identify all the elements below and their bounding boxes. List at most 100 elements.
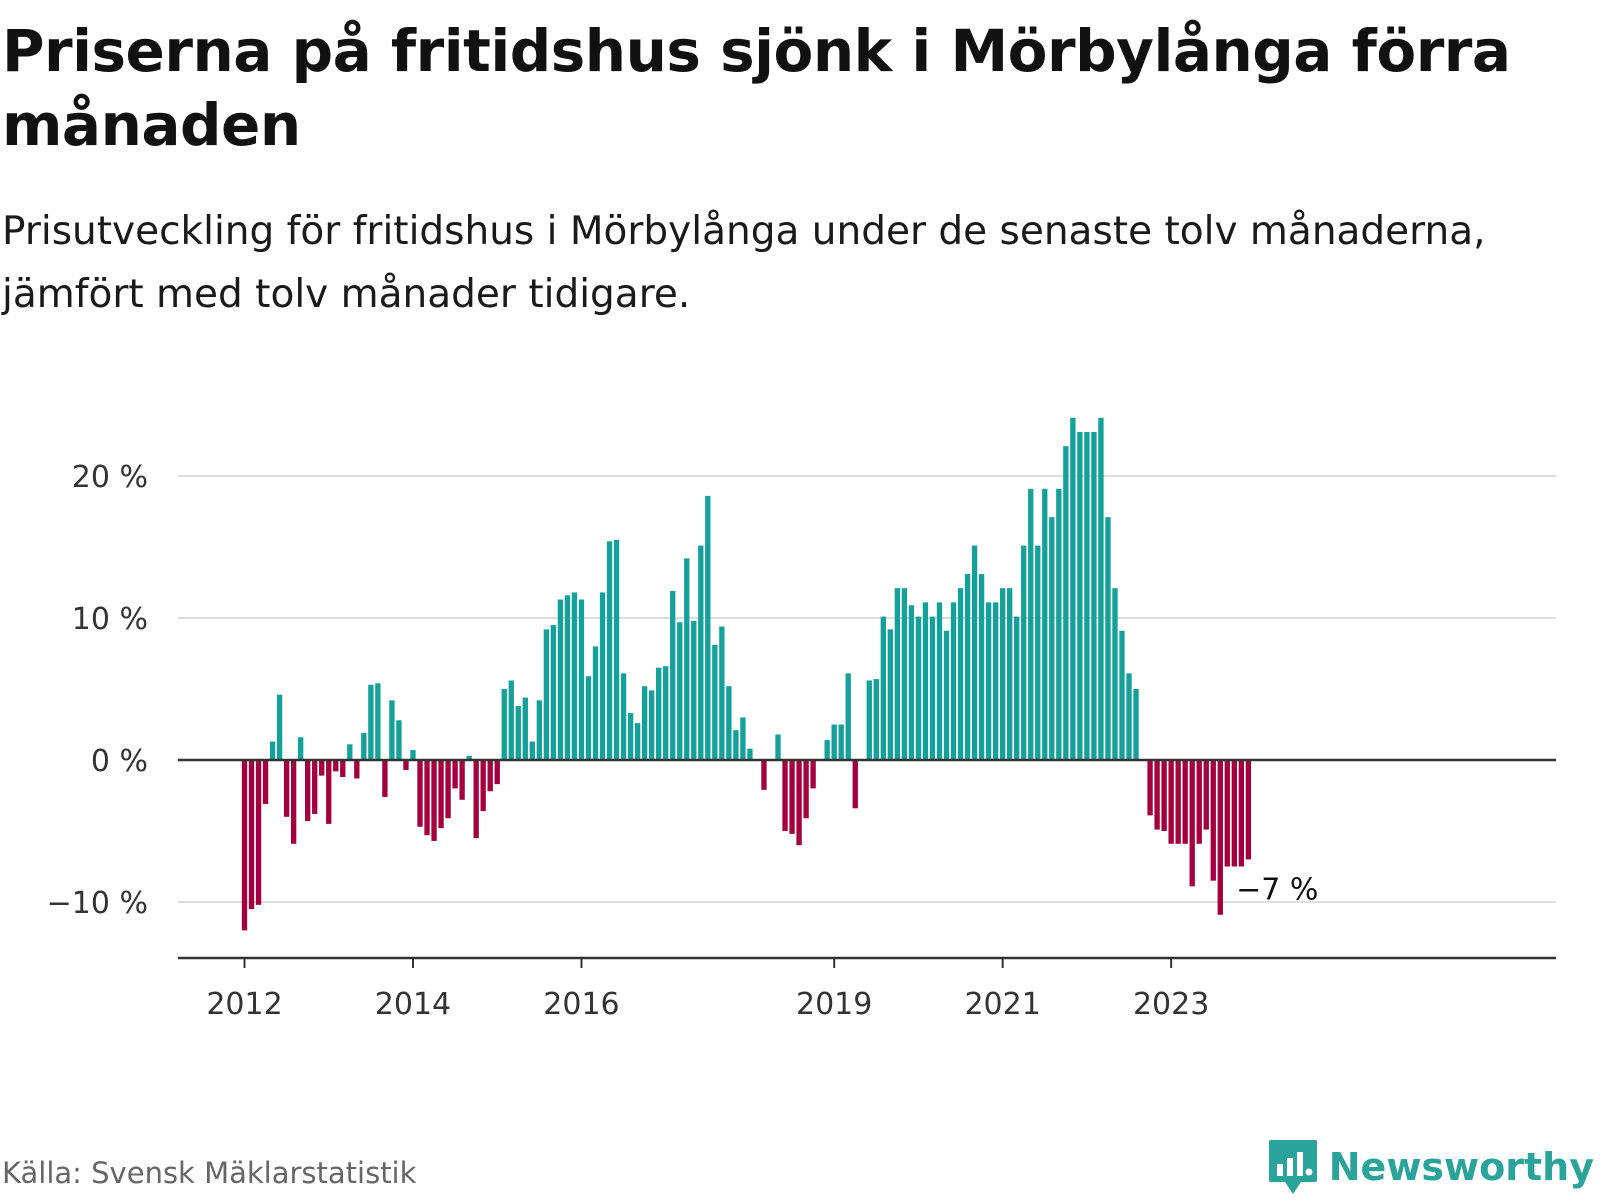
- bar: [887, 629, 893, 760]
- bar: [620, 673, 627, 760]
- source-note: Källa: Svensk Mäklarstatistik: [2, 1156, 417, 1190]
- bar: [782, 760, 788, 831]
- bar: [670, 591, 676, 760]
- bar: [571, 592, 578, 760]
- bar: [599, 592, 606, 760]
- chart-title: Priserna på fritidshus sjönk i Mörbylång…: [2, 17, 1511, 159]
- bar: [1007, 588, 1013, 760]
- bar: [1217, 760, 1223, 915]
- bar: [1035, 545, 1041, 760]
- bar: [1119, 630, 1125, 760]
- bar: [1126, 673, 1132, 760]
- bar: [831, 724, 837, 760]
- bar: [866, 680, 872, 760]
- bar: [1147, 760, 1153, 816]
- bar: [431, 760, 437, 841]
- bar: [276, 694, 283, 760]
- bar: [845, 673, 851, 760]
- bar: [438, 760, 444, 829]
- bar: [733, 730, 739, 760]
- bar: [761, 760, 767, 790]
- bar: [726, 686, 732, 760]
- bar: [550, 625, 557, 760]
- bar: [705, 495, 711, 760]
- x-tick-label: 2014: [375, 987, 451, 1022]
- bar: [936, 602, 943, 760]
- bar: [1084, 431, 1090, 760]
- bar: [445, 760, 451, 819]
- x-tick-label: 2016: [543, 987, 619, 1022]
- axes: [178, 758, 1556, 960]
- bar: [810, 760, 816, 789]
- bar: [985, 602, 992, 760]
- y-tick-label: 10 %: [72, 602, 148, 637]
- bar: [719, 626, 725, 760]
- bar: [1056, 488, 1062, 760]
- bar: [1091, 431, 1097, 760]
- chart-subtitle: Prisutveckling för fritidshus i Mörbylån…: [2, 209, 1486, 317]
- bar: [305, 760, 311, 822]
- bar: [347, 744, 353, 760]
- bar: [326, 760, 332, 824]
- bar: [543, 629, 550, 760]
- bar: [585, 676, 592, 760]
- bar: [1224, 760, 1230, 867]
- y-tick-label: 20 %: [72, 460, 148, 495]
- bar: [255, 760, 262, 905]
- bar: [340, 760, 346, 778]
- bar: [424, 760, 430, 836]
- bar: [557, 599, 564, 760]
- y-tick-label: 0 %: [91, 744, 148, 779]
- brand-logo[interactable]: Newsworthy: [1267, 1138, 1594, 1196]
- bar: [410, 750, 416, 760]
- bar: [368, 684, 374, 760]
- gridlines: [178, 475, 1556, 903]
- bar: [824, 740, 830, 760]
- bar: [1203, 760, 1209, 830]
- bar: [1154, 760, 1160, 830]
- bar: [712, 644, 718, 760]
- bar: [403, 760, 409, 770]
- bar: [269, 741, 276, 760]
- x-axis-ticks: 2012 2014 2016 2019 2021 2023: [206, 958, 1209, 1022]
- bar: [459, 760, 465, 800]
- brand-name: Newsworthy: [1328, 1145, 1594, 1189]
- bar: [508, 680, 514, 760]
- bar: [382, 760, 388, 797]
- newsworthy-logo-icon: [1268, 1140, 1317, 1194]
- bar: [389, 700, 395, 760]
- bar: [564, 595, 571, 760]
- bar: [775, 734, 781, 760]
- bar: [803, 760, 809, 819]
- bar: [1028, 488, 1034, 760]
- bar: [1161, 760, 1167, 831]
- bar: [241, 760, 248, 931]
- bar: [1014, 616, 1020, 760]
- x-tick-label: 2019: [796, 987, 872, 1022]
- bar: [1245, 760, 1252, 860]
- bar: [950, 602, 957, 760]
- bar: [964, 573, 971, 760]
- annotations: −7 %: [1236, 872, 1318, 907]
- bar: [634, 723, 641, 760]
- bar: [354, 760, 360, 779]
- bar: [796, 760, 802, 846]
- bars: [241, 417, 1252, 931]
- bar: [1000, 588, 1006, 760]
- bar: [691, 620, 697, 760]
- bar: [487, 760, 493, 792]
- bar: [684, 558, 690, 760]
- bar: [1070, 417, 1076, 760]
- bar: [1231, 760, 1237, 867]
- bar: [319, 760, 325, 776]
- bar: [649, 690, 655, 760]
- bar: [578, 599, 585, 760]
- bar: [1063, 446, 1069, 760]
- bar: [298, 737, 304, 760]
- bar: [880, 616, 886, 760]
- bar: [641, 686, 648, 760]
- x-tick-label: 2021: [964, 987, 1040, 1022]
- bar: [473, 760, 479, 839]
- bar: [262, 760, 269, 805]
- bar: [417, 760, 423, 827]
